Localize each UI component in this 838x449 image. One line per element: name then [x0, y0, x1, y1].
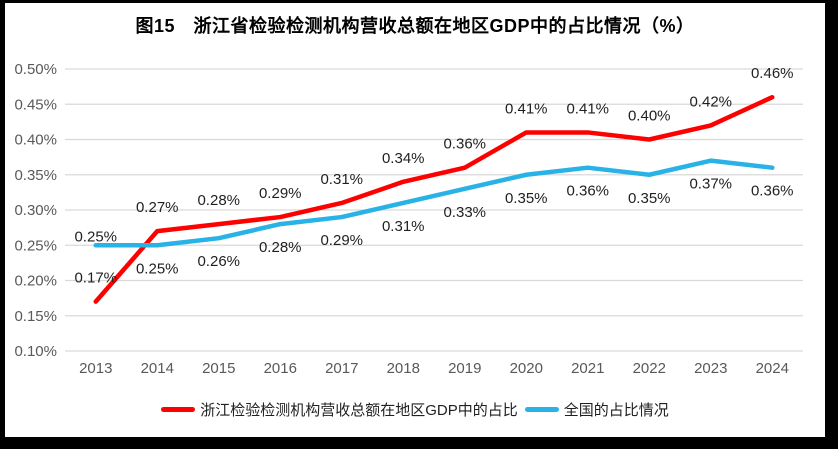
data-label: 0.28% [259, 239, 302, 256]
y-tick-label: 0.40% [14, 132, 57, 149]
data-label: 0.29% [320, 232, 363, 249]
data-label: 0.31% [382, 218, 425, 235]
data-label: 0.41% [566, 100, 609, 117]
x-tick-label: 2019 [448, 360, 481, 377]
data-label: 0.36% [751, 183, 794, 200]
data-label: 0.26% [197, 253, 240, 270]
y-tick-label: 0.25% [14, 237, 57, 254]
y-tick-label: 0.30% [14, 202, 57, 219]
data-label: 0.28% [197, 192, 240, 209]
data-label: 0.37% [689, 176, 732, 193]
legend-label-national: 全国的占比情况 [563, 402, 669, 419]
data-label: 0.46% [751, 65, 794, 82]
data-label: 0.34% [382, 150, 425, 167]
data-label: 0.33% [443, 204, 486, 221]
x-tick-label: 2017 [325, 360, 358, 377]
x-tick-label: 2024 [756, 360, 789, 377]
x-tick-label: 2015 [202, 360, 235, 377]
y-tick-label: 0.50% [14, 61, 57, 78]
data-label: 0.27% [136, 199, 179, 216]
legend-item-national: 全国的占比情况 [524, 399, 669, 420]
x-tick-label: 2018 [387, 360, 420, 377]
data-label: 0.36% [566, 183, 609, 200]
x-tick-label: 2014 [141, 360, 174, 377]
data-label: 0.42% [689, 93, 732, 110]
y-tick-label: 0.15% [14, 308, 57, 325]
data-label: 0.25% [136, 260, 179, 277]
legend-label-zhejiang: 浙江检验检测机构营收总额在地区GDP中的占比 [200, 402, 518, 419]
series-line-national [93, 158, 775, 248]
chart-title: 图15 浙江省检验检测机构营收总额在地区GDP中的占比情况（%） [135, 16, 695, 36]
y-tick-label: 0.20% [14, 273, 57, 290]
y-tick-label: 0.10% [14, 343, 57, 360]
data-label: 0.41% [505, 100, 548, 117]
x-tick-label: 2023 [694, 360, 727, 377]
data-label: 0.25% [74, 228, 117, 245]
x-tick-label: 2020 [510, 360, 543, 377]
x-tick-label: 2021 [571, 360, 604, 377]
legend-swatch-zhejiang-icon [161, 407, 196, 412]
data-label: 0.35% [505, 190, 548, 207]
x-tick-label: 2022 [633, 360, 666, 377]
legend: 浙江检验检测机构营收总额在地区GDP中的占比 全国的占比情况 [5, 399, 825, 420]
data-label: 0.29% [259, 185, 302, 202]
data-label: 0.35% [628, 190, 671, 207]
data-label: 0.17% [74, 270, 117, 287]
line-chart: 0.50% 0.45% 0.40% 0.35% 0.30% 0.25% 0.20% 0.15%… [14, 61, 803, 377]
series-line-zhejiang [93, 94, 775, 304]
legend-item-zhejiang: 浙江检验检测机构营收总额在地区GDP中的占比 [161, 399, 518, 420]
data-label: 0.36% [443, 136, 486, 153]
data-label: 0.31% [320, 171, 363, 188]
y-tick-label: 0.45% [14, 96, 57, 113]
x-tick-label: 2013 [79, 360, 112, 377]
x-tick-label: 2016 [264, 360, 297, 377]
y-tick-label: 0.35% [14, 167, 57, 184]
data-label: 0.40% [628, 108, 671, 125]
legend-swatch-national-icon [524, 407, 559, 412]
